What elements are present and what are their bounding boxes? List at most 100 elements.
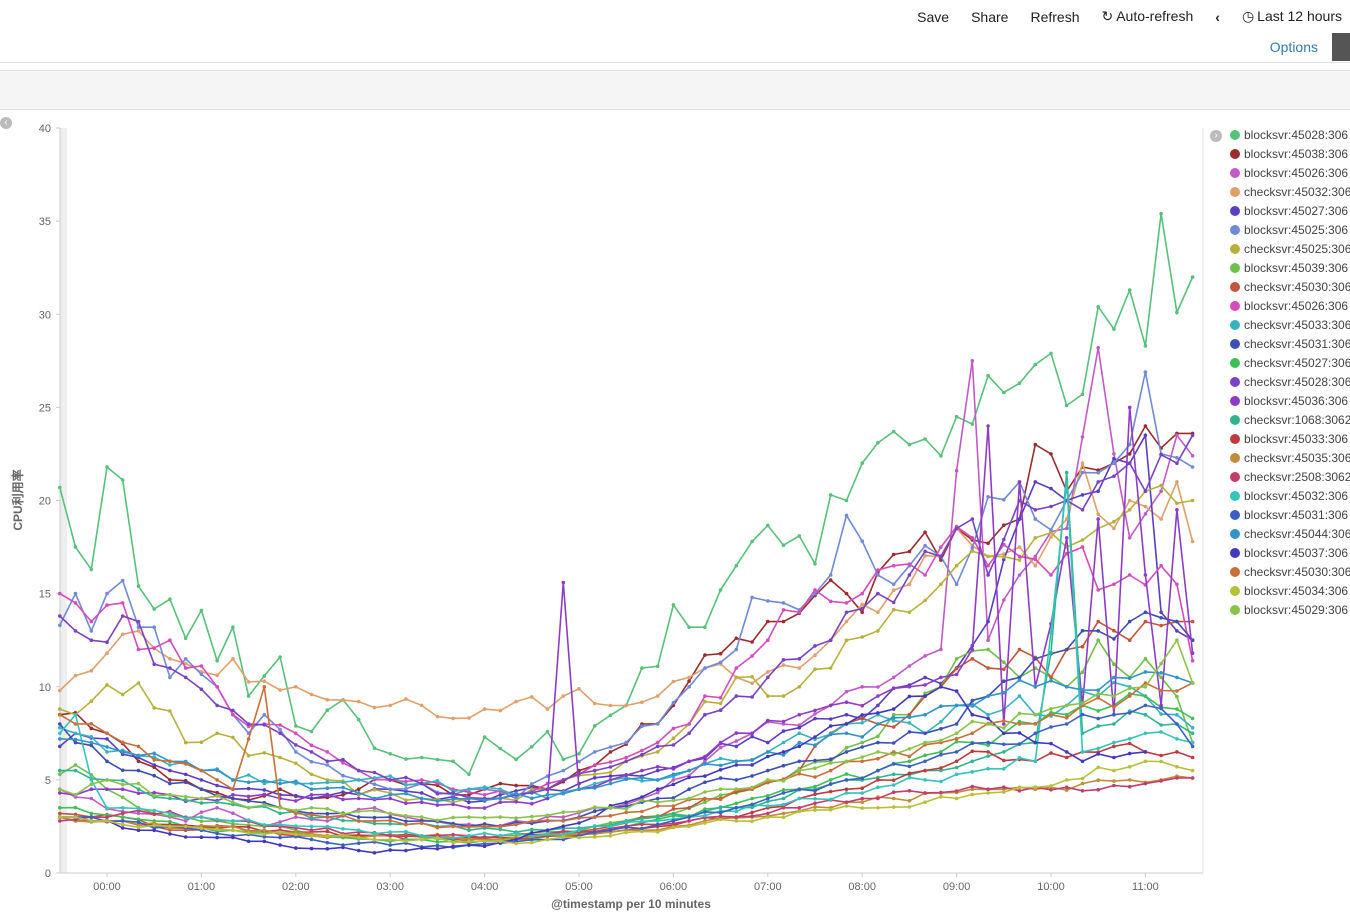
data-point bbox=[451, 845, 455, 850]
legend-item[interactable]: checksvr:45031:306 bbox=[1230, 334, 1350, 353]
data-point bbox=[183, 778, 188, 783]
data-point bbox=[561, 824, 566, 828]
legend-item[interactable]: blocksvr:45037:306 bbox=[1230, 543, 1350, 562]
data-point bbox=[168, 666, 172, 670]
data-point bbox=[1190, 716, 1195, 721]
legend-item[interactable]: blocksvr:45025:306 bbox=[1230, 220, 1350, 239]
data-point bbox=[844, 800, 849, 804]
legend-item[interactable]: checksvr:45044:306 bbox=[1230, 524, 1350, 543]
data-point bbox=[404, 837, 408, 842]
legend-item[interactable]: blocksvr:45039:306 bbox=[1230, 258, 1350, 277]
legend-item[interactable]: checksvr:45025:306 bbox=[1230, 239, 1350, 258]
data-point bbox=[262, 839, 267, 844]
data-point bbox=[750, 675, 754, 679]
data-point bbox=[734, 809, 739, 814]
data-point bbox=[120, 632, 125, 637]
legend-item[interactable]: checksvr:1068:3062 bbox=[1230, 410, 1350, 429]
options-button[interactable]: Options bbox=[1269, 39, 1318, 55]
legend-swatch bbox=[1230, 471, 1240, 482]
data-point bbox=[545, 837, 550, 842]
legend-item[interactable]: checksvr:45032:306 bbox=[1230, 182, 1350, 201]
data-point bbox=[58, 787, 62, 791]
collapse-left-icon[interactable]: ‹ bbox=[0, 117, 12, 129]
data-point bbox=[183, 636, 188, 641]
data-point bbox=[231, 828, 235, 832]
legend-item[interactable]: blocksvr:45038:306 bbox=[1230, 144, 1350, 163]
data-point bbox=[1017, 722, 1022, 726]
auto-refresh-button[interactable]: ↻ Auto-refresh bbox=[1101, 8, 1193, 25]
data-point bbox=[703, 815, 707, 820]
data-point bbox=[1033, 785, 1038, 790]
data-point bbox=[73, 819, 78, 823]
data-point bbox=[891, 712, 896, 717]
data-point bbox=[404, 789, 408, 793]
data-point bbox=[199, 815, 204, 819]
refresh-button[interactable]: Refresh bbox=[1030, 8, 1080, 25]
data-point bbox=[624, 807, 628, 811]
data-point bbox=[262, 722, 267, 726]
legend-item[interactable]: blocksvr:45033:306 bbox=[1230, 429, 1350, 448]
data-point bbox=[703, 699, 707, 704]
data-point bbox=[246, 805, 251, 810]
search-button[interactable] bbox=[1332, 33, 1350, 61]
data-point bbox=[1096, 691, 1100, 696]
collapse-legend-icon[interactable]: › bbox=[1210, 130, 1222, 142]
data-point bbox=[388, 832, 393, 837]
data-point bbox=[498, 746, 503, 751]
legend-item[interactable]: checksvr:45027:306 bbox=[1230, 353, 1350, 372]
data-point bbox=[907, 582, 912, 587]
save-button[interactable]: Save bbox=[917, 8, 950, 25]
legend-item[interactable]: checksvr:45035:306 bbox=[1230, 448, 1350, 467]
data-point bbox=[1159, 703, 1163, 708]
data-point bbox=[1190, 638, 1195, 642]
legend-item[interactable]: blocksvr:45026:306 bbox=[1230, 296, 1350, 315]
legend-item[interactable]: checksvr:45030:306 bbox=[1230, 277, 1350, 296]
data-point bbox=[404, 829, 408, 834]
legend-item[interactable]: blocksvr:45034:306 bbox=[1230, 581, 1350, 600]
data-point bbox=[1112, 680, 1116, 685]
data-point bbox=[152, 751, 156, 756]
data-point bbox=[640, 754, 644, 758]
data-point bbox=[1127, 573, 1132, 577]
legend-item[interactable]: blocksvr:45027:306 bbox=[1230, 201, 1350, 220]
legend-item[interactable]: blocksvr:45036:306 bbox=[1230, 391, 1350, 410]
data-point bbox=[341, 834, 345, 838]
data-point bbox=[341, 779, 345, 783]
data-point bbox=[231, 778, 235, 782]
data-point bbox=[183, 780, 188, 785]
legend-item[interactable]: blocksvr:45032:306 bbox=[1230, 486, 1350, 505]
share-button[interactable]: Share bbox=[971, 8, 1009, 25]
data-point bbox=[215, 817, 219, 822]
legend-item[interactable]: checksvr:45030:306 bbox=[1230, 562, 1350, 581]
data-point bbox=[1064, 498, 1069, 503]
data-point bbox=[1096, 346, 1100, 350]
data-point bbox=[136, 744, 141, 749]
legend-item[interactable]: blocksvr:45029:306 bbox=[1230, 600, 1350, 619]
data-point bbox=[1190, 638, 1195, 642]
data-point bbox=[136, 808, 141, 813]
data-point bbox=[388, 833, 393, 837]
data-point bbox=[1159, 778, 1163, 782]
legend-item[interactable]: checksvr:45033:306 bbox=[1230, 315, 1350, 334]
legend-item[interactable]: blocksvr:45026:306 bbox=[1230, 163, 1350, 182]
data-point bbox=[1159, 610, 1163, 615]
chevron-left-icon[interactable]: ‹ bbox=[1215, 8, 1220, 25]
legend-swatch bbox=[1230, 148, 1240, 159]
legend-item[interactable]: checksvr:45028:306 bbox=[1230, 372, 1350, 391]
data-point bbox=[703, 666, 707, 670]
legend-item[interactable]: checksvr:2508:3062 bbox=[1230, 467, 1350, 486]
data-point bbox=[1096, 765, 1100, 770]
data-point bbox=[891, 750, 896, 754]
data-point bbox=[907, 715, 912, 720]
legend-item[interactable]: blocksvr:45028:306 bbox=[1230, 125, 1350, 144]
data-point bbox=[577, 834, 581, 838]
legend-item[interactable]: blocksvr:45031:306 bbox=[1230, 505, 1350, 524]
data-point bbox=[262, 723, 267, 727]
data-point bbox=[1017, 480, 1022, 484]
data-point bbox=[970, 649, 975, 653]
time-range-button[interactable]: ◷ Last 12 hours bbox=[1242, 8, 1342, 25]
y-tick-label: 40 bbox=[39, 123, 51, 135]
data-point bbox=[246, 825, 251, 829]
data-point bbox=[970, 704, 975, 708]
data-point bbox=[514, 798, 518, 803]
